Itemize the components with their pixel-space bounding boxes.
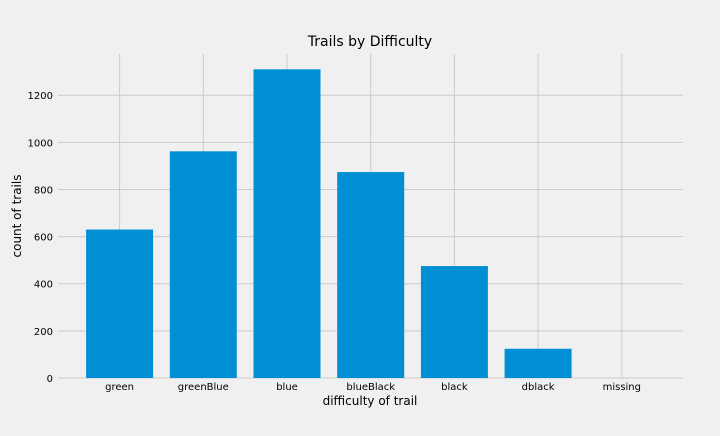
y-tick-label: 400: [34, 280, 53, 291]
y-tick-label: 200: [34, 327, 53, 338]
tick-labels: 0 200 400 600 800 1000 1200 green greenBlue blue b…: [28, 91, 641, 393]
chart-title: Trails by Difficulty: [307, 34, 432, 50]
y-tick-label: 600: [34, 233, 53, 244]
y-tick-label: 1000: [28, 138, 53, 149]
x-axis-label: difficulty of trail: [323, 394, 418, 408]
bar-green: [86, 229, 154, 378]
bar-blueBlack: [337, 172, 405, 378]
x-tick-label: blueBlack: [346, 382, 395, 393]
y-axis-label: count of trails: [10, 175, 24, 258]
bar-greenBlue: [169, 151, 237, 378]
y-tick-label: 800: [34, 185, 53, 196]
x-tick-label: greenBlue: [178, 382, 229, 393]
bar-blue: [253, 69, 321, 379]
y-tick-label: 1200: [28, 91, 53, 102]
x-tick-label: dblack: [522, 382, 555, 393]
x-tick-label: black: [441, 382, 468, 393]
bar-black: [420, 266, 488, 378]
y-tick-label: 0: [47, 374, 53, 385]
x-tick-label: green: [105, 382, 134, 393]
bar-dblack: [504, 348, 572, 378]
bars: [86, 69, 572, 379]
x-tick-label: blue: [276, 382, 298, 393]
x-tick-label: missing: [603, 382, 641, 393]
